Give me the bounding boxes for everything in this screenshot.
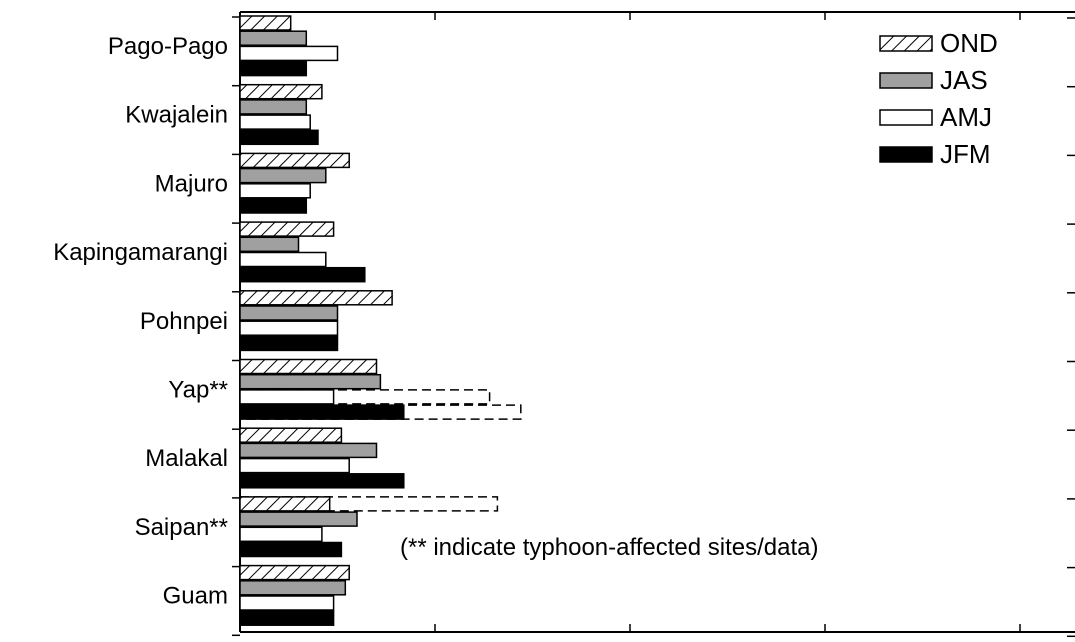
bar-jas xyxy=(239,511,358,527)
category-label: Yap** xyxy=(168,377,228,404)
bar-amj xyxy=(239,389,335,405)
bars-group xyxy=(239,15,522,626)
bar-amj xyxy=(239,114,311,130)
bar-jfm xyxy=(239,129,319,146)
legend-label-jas: JAS xyxy=(940,65,988,95)
bar-jfm xyxy=(239,60,308,77)
bar-jas xyxy=(239,99,308,115)
bar-amj xyxy=(239,251,327,268)
category-label: Pago-Pago xyxy=(108,33,228,60)
bar-amj xyxy=(239,45,339,62)
bar-ond xyxy=(239,496,331,512)
bar-ond xyxy=(239,221,335,237)
bar-ond xyxy=(239,83,323,100)
legend-swatch-ond xyxy=(879,35,933,52)
bar-ond xyxy=(239,290,393,306)
bar-amj xyxy=(239,320,339,336)
category-label: Majuro xyxy=(155,170,228,197)
bar-jfm xyxy=(239,404,405,420)
legend-swatch-amj xyxy=(879,109,933,126)
bar-jas xyxy=(239,167,327,184)
legend-swatch-jas xyxy=(879,72,933,89)
category-label: Pohnpei xyxy=(140,308,228,335)
legend-label-jfm: JFM xyxy=(940,139,991,169)
bar-ond xyxy=(239,15,292,31)
category-label: Kapingamarangi xyxy=(53,239,228,266)
typhoon-annotation: (** indicate typhoon-affected sites/data… xyxy=(400,534,818,561)
bar-jfm xyxy=(239,266,366,283)
bar-ond xyxy=(239,358,378,375)
category-label: Saipan** xyxy=(135,514,228,541)
legend-label-ond: OND xyxy=(940,28,998,58)
bar-amj xyxy=(239,526,323,543)
legend-label-amj: AMJ xyxy=(940,102,992,132)
bar-ond xyxy=(239,564,350,581)
bar-jfm xyxy=(239,541,343,558)
bar-amj xyxy=(239,457,350,474)
bar-ond xyxy=(239,152,350,169)
category-labels: Pago-Pago Kwajalein Majuro Kapingamarangi Po… xyxy=(53,33,228,610)
bar-jfm xyxy=(239,473,405,489)
legend: OND JAS AMJ JFM xyxy=(879,28,998,169)
bar-jfm xyxy=(239,198,308,214)
bar-jas xyxy=(239,442,378,459)
bar-jfm xyxy=(239,335,339,352)
bar-jfm xyxy=(239,610,335,626)
bar-jas xyxy=(239,580,347,596)
bar-jas xyxy=(239,305,339,321)
bar-jas xyxy=(239,236,300,253)
bar-amj xyxy=(239,183,311,199)
category-label: Kwajalein xyxy=(125,102,228,129)
bar-jas xyxy=(239,373,382,390)
legend-swatch-jfm xyxy=(879,146,933,163)
bar-amj xyxy=(239,595,335,611)
bar-ond xyxy=(239,427,343,443)
bar-jas xyxy=(239,30,308,46)
category-label: Malakal xyxy=(145,445,228,472)
category-label: Guam xyxy=(163,583,228,610)
